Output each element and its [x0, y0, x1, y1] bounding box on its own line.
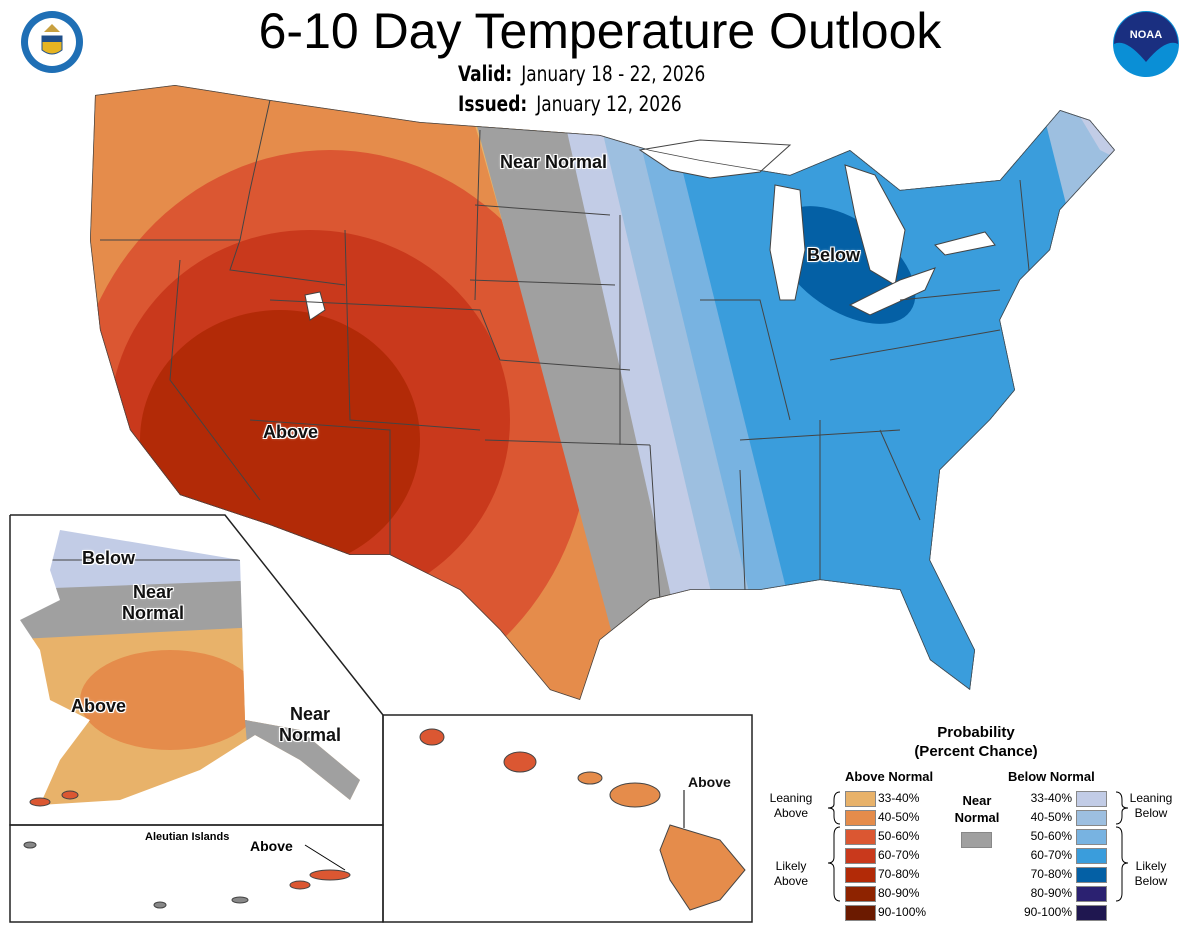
legend-below-header: Below Normal [1008, 769, 1095, 784]
label-conus-below: Below [807, 245, 861, 265]
legend-range-below-1: 40-50% [1030, 810, 1072, 824]
valid-dates: Valid: January 18 - 22, 2026 [458, 62, 705, 86]
legend-swatch-near-normal [961, 832, 992, 848]
legend-braces [827, 791, 1129, 902]
legend-swatch-below-5 [1076, 886, 1107, 902]
legend-range-above-6: 90-100% [878, 905, 927, 919]
legend-range-below-0: 33-40% [1030, 791, 1072, 805]
legend-swatch-below-3 [1076, 848, 1107, 864]
legend-range-above-1: 40-50% [878, 810, 920, 824]
near-header-line1: Near [962, 793, 992, 808]
legend-near-header: Near Normal [952, 792, 1002, 826]
label-conus-above: Above [263, 422, 319, 442]
near-header-line2: Normal [954, 810, 1000, 825]
legend-range-above-2: 50-60% [878, 829, 920, 843]
noaa-logo-text: NOAA [1130, 29, 1162, 41]
legend-likely-above: Likely Above [773, 859, 809, 888]
label-ak-near-normal: Near Normal [121, 582, 184, 623]
noaa-logo: NOAA [1113, 11, 1179, 77]
legend-range-below-5: 80-90% [1030, 886, 1072, 900]
legend-range-above-3: 60-70% [878, 848, 920, 862]
legend-range-above-4: 70-80% [878, 867, 920, 881]
hawaii-inset-frame [382, 714, 753, 923]
hawaii-islands [419, 728, 746, 911]
great-lakes [304, 139, 996, 321]
legend-range-above-5: 80-90% [878, 886, 920, 900]
legend-leaning-below: Leaning Below [1129, 791, 1173, 820]
label-aleutian-above: Above [250, 838, 293, 854]
valid-value: January 18 - 22, 2026 [521, 62, 706, 86]
issued-value: January 12, 2026 [536, 92, 682, 116]
legend-range-below-2: 50-60% [1030, 829, 1072, 843]
label-ak-below: Below [82, 548, 136, 568]
legend-leaning-above: Leaning Above [769, 791, 813, 820]
commerce-seal-logo [21, 11, 83, 73]
legend-swatch-above-5 [845, 886, 876, 902]
legend-range-above-0: 33-40% [878, 791, 920, 805]
label-conus-near-normal: Near Normal [500, 152, 608, 172]
legend-swatch-above-6 [845, 905, 876, 921]
legend-swatch-above-4 [845, 867, 876, 883]
legend-swatch-above-1 [845, 810, 876, 826]
legend-swatch-above-3 [845, 848, 876, 864]
legend-title: Probability [937, 724, 1015, 741]
valid-label: Valid: [458, 62, 513, 86]
legend-swatch-above-2 [845, 829, 876, 845]
page-title: 6-10 Day Temperature Outlook [258, 3, 942, 59]
legend-swatch-below-1 [1076, 810, 1107, 826]
legend-swatch-below-0 [1076, 791, 1107, 807]
issued-date: Issued: January 12, 2026 [458, 92, 682, 116]
legend-swatch-above-0 [845, 791, 876, 807]
legend-range-below-3: 60-70% [1030, 848, 1072, 862]
legend-above-header: Above Normal [845, 769, 934, 784]
label-ak-above: Above [71, 696, 127, 716]
label-hawaii-above: Above [688, 774, 731, 790]
legend: Probability (Percent Chance) Above Norma… [760, 722, 1200, 927]
label-ak-se-near-normal: Near Normal [278, 704, 341, 745]
label-aleutian-islands: Aleutian Islands [145, 831, 230, 843]
legend-subtitle: (Percent Chance) [914, 743, 1038, 760]
aleutian-pointer [304, 844, 346, 871]
legend-swatch-below-6 [1076, 905, 1107, 921]
legend-swatch-below-2 [1076, 829, 1107, 845]
aleutian-islands [23, 790, 351, 909]
legend-range-below-4: 70-80% [1030, 867, 1072, 881]
legend-likely-below: Likely Below [1134, 859, 1168, 888]
issued-label: Issued: [458, 92, 528, 116]
legend-swatch-below-4 [1076, 867, 1107, 883]
legend-range-below-6: 90-100% [1023, 905, 1072, 919]
